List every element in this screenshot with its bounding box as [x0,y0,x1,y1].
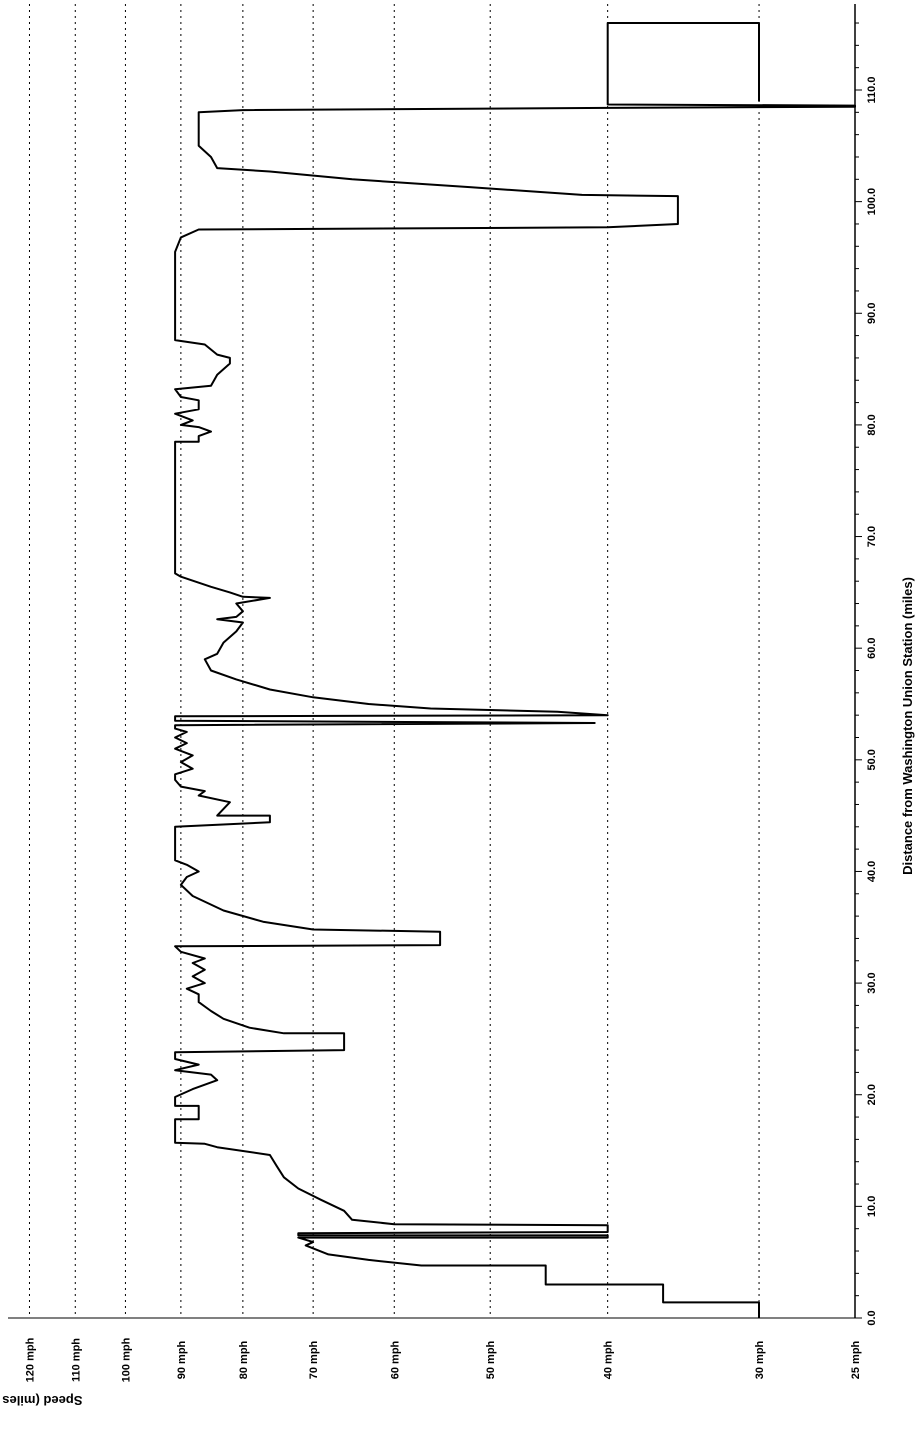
x-tick-label: 100.0 [866,188,878,216]
x-tick-label: 70.0 [866,526,878,547]
y-axis-ticks: 25 mph 30 mph 40 mph 50 mph 60 mph 70 mph 80 m… [24,1337,862,1382]
x-tick-label: 20.0 [866,1084,878,1105]
x-tick-label: 50.0 [866,749,878,770]
y-tick-label: 120 mph [24,1337,36,1382]
y-tick-label: 30 mph [754,1340,766,1379]
y-tick-label: 90 mph [176,1340,188,1379]
y-tick-label: 110 mph [70,1338,82,1382]
x-tick-label: 30.0 [866,972,878,993]
speed-profile-line [174,22,856,1318]
x-tick-label: 110.0 [866,77,878,104]
axes [8,4,862,1319]
y-tick-label: 100 mph [120,1337,132,1382]
x-tick-label: 90.0 [866,303,878,324]
y-axis-title: Speed (miles per hour) [0,1393,82,1408]
x-tick-label: 80.0 [866,414,878,435]
series-layer [174,22,856,1318]
grid-lines [28,4,760,1318]
x-tick-label: 0.0 [866,1310,878,1325]
y-tick-label: 25 mph [850,1340,862,1379]
y-tick-label: 50 mph [485,1340,497,1379]
y-tick-label: 80 mph [238,1340,250,1379]
x-tick-label: 60.0 [866,637,878,658]
y-tick-label: 40 mph [603,1340,615,1379]
x-axis-title: Distance from Washington Union Station (… [900,577,915,875]
y-tick-label: 70 mph [308,1340,320,1379]
y-tick-label: 60 mph [389,1340,401,1379]
x-tick-label: 40.0 [866,861,878,882]
x-tick-label: 10.0 [866,1196,878,1217]
x-axis-ticks: 0.0 10.0 20.0 30.0 40.0 50.0 60.0 70.0 80.0 90.0 1… [866,77,878,1326]
